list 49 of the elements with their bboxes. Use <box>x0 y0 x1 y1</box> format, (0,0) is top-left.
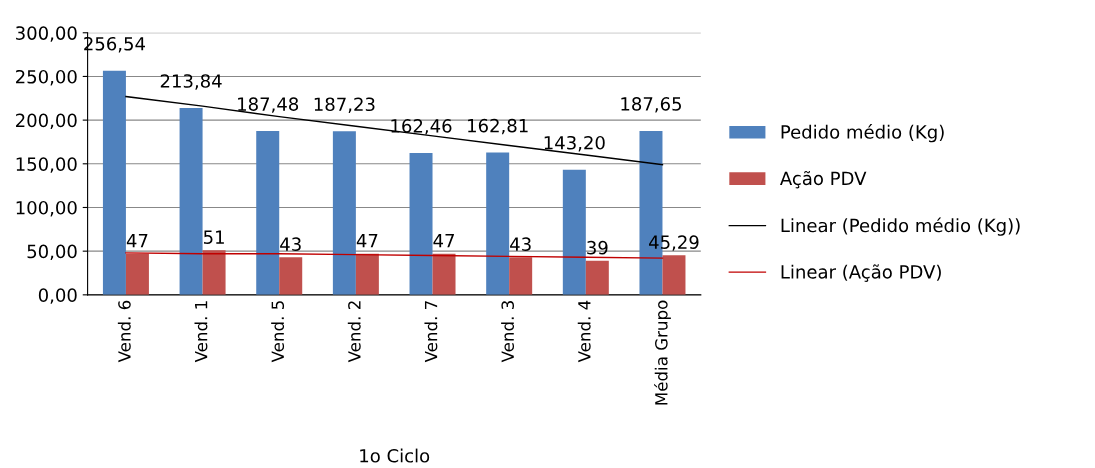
text: 1o Ciclo <box>360 448 430 463</box>
y-tick-label: 300,00 <box>16 26 77 42</box>
legend-label: Ação PDV <box>780 170 867 189</box>
data-label: 47 <box>356 234 378 248</box>
legend-label: Linear (Ação PDV) <box>781 264 941 282</box>
bar <box>562 169 586 295</box>
x-tick-label: Vend. 6 <box>117 300 131 363</box>
x-tick-label: Vend. 7 <box>424 301 438 363</box>
x-tick-label: Média Grupo <box>654 300 671 405</box>
bar <box>662 255 686 295</box>
y-tick-label: 200,00 <box>16 113 77 130</box>
x-tick-label: Vend. 5 <box>271 301 285 363</box>
bar <box>585 260 609 295</box>
bar <box>279 257 303 295</box>
data-label: 187,65 <box>621 97 681 113</box>
x-tick-label: Vend. 4 <box>577 300 591 363</box>
bar <box>486 152 510 295</box>
y-tick-label: 150,00 <box>16 157 77 173</box>
bar <box>202 250 226 295</box>
bar <box>332 131 356 295</box>
x-tick-label: Vend. 3 <box>501 301 515 363</box>
x-tick-label: Vend. 2 <box>347 301 361 363</box>
data-label: 43 <box>510 237 531 251</box>
y-tick-label: 100,00 <box>16 200 77 217</box>
data-label: 162,81 <box>468 118 528 135</box>
data-label: 47 <box>433 234 454 248</box>
data-label: 143,20 <box>544 135 605 152</box>
y-tick-label: 250,00 <box>16 69 77 86</box>
y-tick-label: 50,00 <box>27 244 77 261</box>
bar <box>355 253 379 295</box>
y-tick-label: 0,00 <box>38 288 77 304</box>
x-tick-label: Vend. 1 <box>194 301 208 363</box>
bar <box>409 152 433 295</box>
data-label: 213,84 <box>160 74 222 90</box>
bar <box>102 70 126 295</box>
bar <box>256 131 280 295</box>
data-label: 43 <box>280 237 301 251</box>
data-label: 187,48 <box>238 97 299 113</box>
bar <box>179 108 203 295</box>
data-label: 51 <box>203 230 224 245</box>
data-label: 187,23 <box>314 97 375 113</box>
data-label: 162,46 <box>391 119 452 135</box>
legend-label: Linear (Pedido médio (Kg)) <box>781 217 1020 236</box>
legend-label: Pedido médio (Kg) <box>781 124 944 143</box>
bar <box>509 257 533 295</box>
bar <box>432 253 456 295</box>
data-label: 39 <box>587 240 608 255</box>
data-label: 47 <box>126 234 148 248</box>
bar <box>125 253 149 295</box>
